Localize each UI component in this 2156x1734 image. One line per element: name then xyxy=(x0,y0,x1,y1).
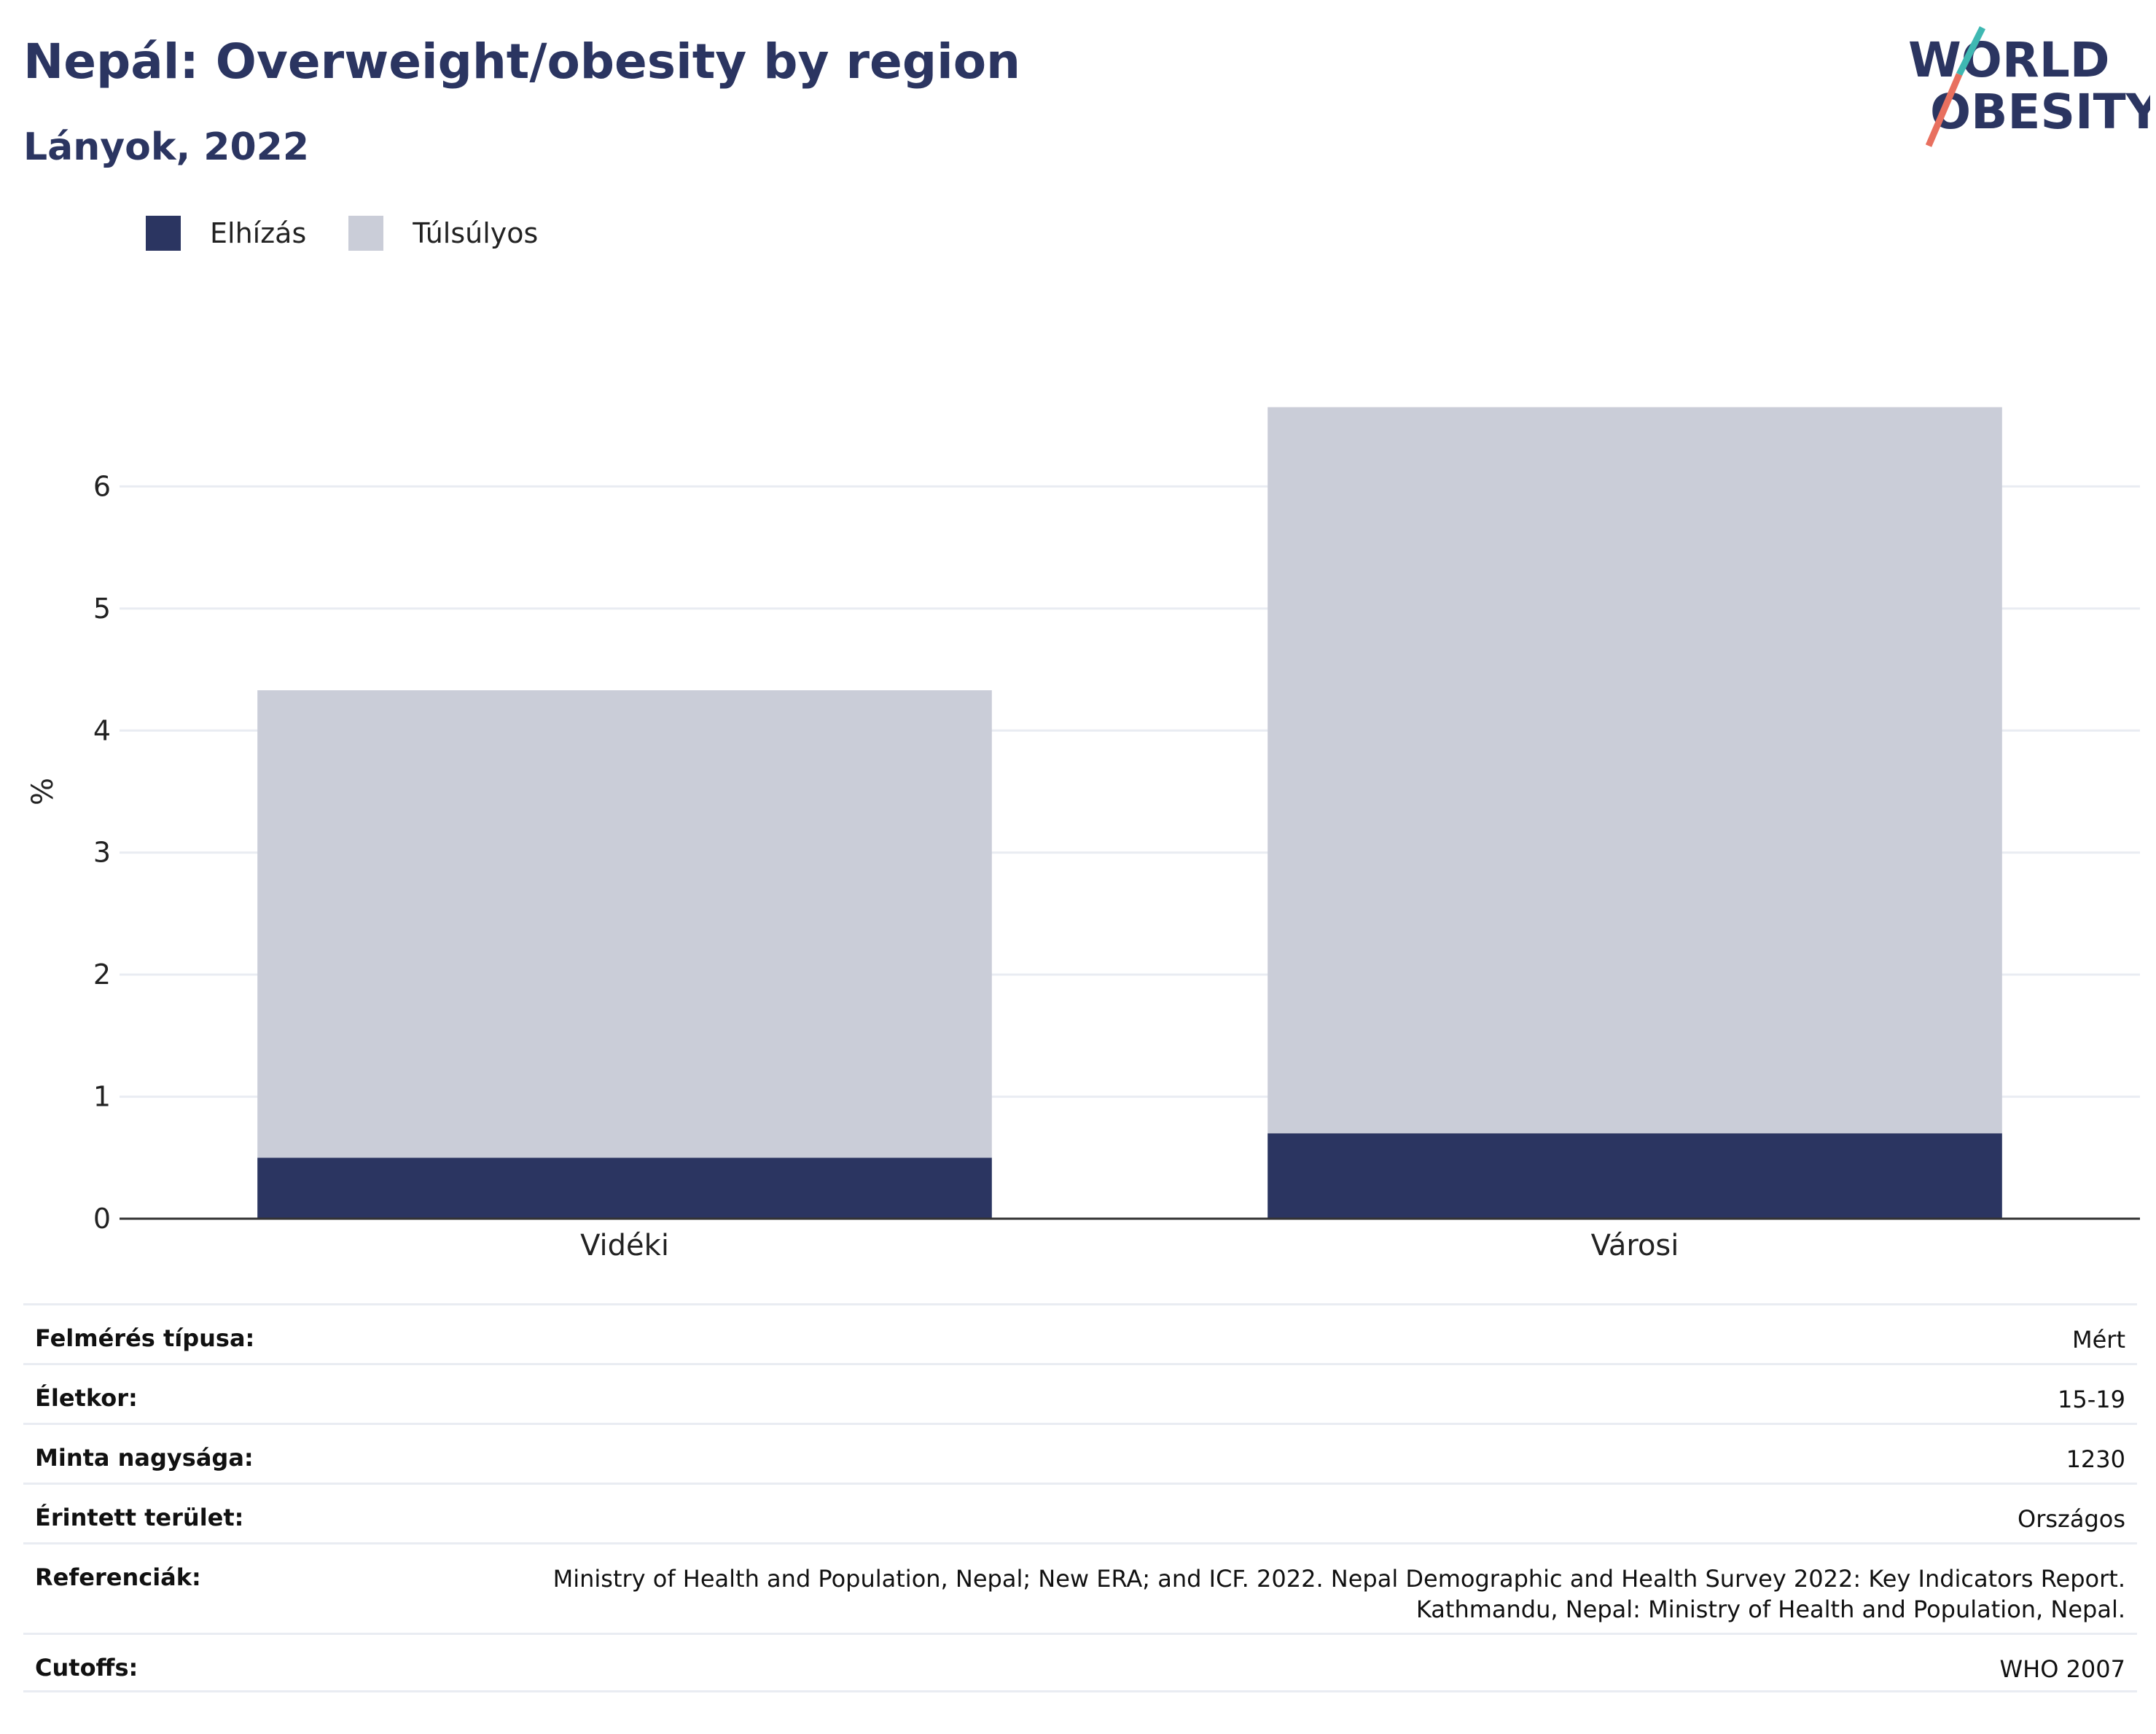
chart-title: Nepál: Overweight/obesity by region xyxy=(23,34,1021,90)
y-tick-label: 5 xyxy=(93,593,111,625)
chart-subtitle: Lányok, 2022 xyxy=(23,125,310,169)
bar-obesity-videki xyxy=(257,1157,992,1219)
logo-slash-coral xyxy=(1925,73,1963,147)
x-tick-label: Vidéki xyxy=(580,1229,669,1262)
y-tick-label: 6 xyxy=(93,470,111,502)
info-row: Referenciák: Ministry of Health and Popul… xyxy=(23,1542,2137,1633)
logo-slash-teal xyxy=(1956,26,1986,77)
legend-label-obesity: Elhízás xyxy=(210,217,307,249)
logo-text-world: WORLD xyxy=(1908,32,2110,88)
logo-text-obesity: OBESITY xyxy=(1930,84,2150,140)
legend-item-obesity[interactable]: Elhízás xyxy=(146,216,306,251)
info-row: Életkor: 15-19 xyxy=(23,1363,2137,1423)
info-value-line: Kathmandu, Nepal: Ministry of Health and… xyxy=(1415,1596,2125,1623)
info-value: WHO 2007 xyxy=(2000,1654,2126,1684)
info-label: Referenciák: xyxy=(35,1563,201,1591)
y-tick-label: 3 xyxy=(93,837,111,869)
info-label: Felmérés típusa: xyxy=(35,1324,255,1352)
legend-label-overweight: Túlsúlyos xyxy=(413,217,539,249)
y-axis-label: % xyxy=(26,778,60,805)
info-row: Cutoffs: WHO 2007 xyxy=(23,1633,2137,1692)
y-tick-label: 2 xyxy=(93,958,111,991)
info-label: Cutoffs: xyxy=(35,1654,138,1682)
bar-obesity-varosi xyxy=(1268,1133,2002,1219)
x-tick-label: Városi xyxy=(1591,1229,1679,1262)
info-value-line: Ministry of Health and Population, Nepal… xyxy=(552,1565,2125,1593)
info-value-line: WHO 2007 xyxy=(1999,1655,2126,1683)
info-row: Felmérés típusa: Mért xyxy=(23,1303,2137,1363)
info-value: 15-19 xyxy=(2058,1384,2125,1415)
info-value: 1230 xyxy=(2066,1444,2125,1475)
info-value: Országos xyxy=(2018,1504,2125,1534)
y-tick-label: 1 xyxy=(93,1081,111,1113)
info-value: Ministry of Health and Population, Nepal… xyxy=(553,1563,2125,1625)
info-table: Felmérés típusa: Mért Életkor: 15-19 Minta n… xyxy=(23,1303,2137,1692)
info-value-line: Mért xyxy=(2072,1326,2125,1354)
info-value-line: 1230 xyxy=(2066,1445,2125,1473)
info-row: Érintett terület: Országos xyxy=(23,1483,2137,1542)
info-value-line: Országos xyxy=(2018,1505,2125,1533)
legend-item-overweight[interactable]: Túlsúlyos xyxy=(348,216,538,251)
info-label: Életkor: xyxy=(35,1384,138,1412)
chart-legend: Elhízás Túlsúlyos xyxy=(146,216,580,251)
info-value: Mért xyxy=(2072,1324,2125,1355)
info-row: Minta nagysága: 1230 xyxy=(23,1423,2137,1483)
info-value-line: 15-19 xyxy=(2058,1386,2125,1413)
bar-overweight-videki xyxy=(257,690,992,1158)
y-tick-label: 4 xyxy=(93,714,111,746)
bar-overweight-varosi xyxy=(1268,407,2002,1133)
y-tick-label: 0 xyxy=(93,1203,111,1235)
info-label: Érintett terület: xyxy=(35,1504,244,1531)
info-label: Minta nagysága: xyxy=(35,1444,254,1472)
world-obesity-logo: WORLD OBESITY xyxy=(1908,26,2150,147)
bar-chart: 0 1 2 3 4 5 6% Vidéki Városi xyxy=(26,407,2140,1262)
legend-swatch-obesity xyxy=(146,216,181,251)
legend-swatch-overweight xyxy=(348,216,384,251)
